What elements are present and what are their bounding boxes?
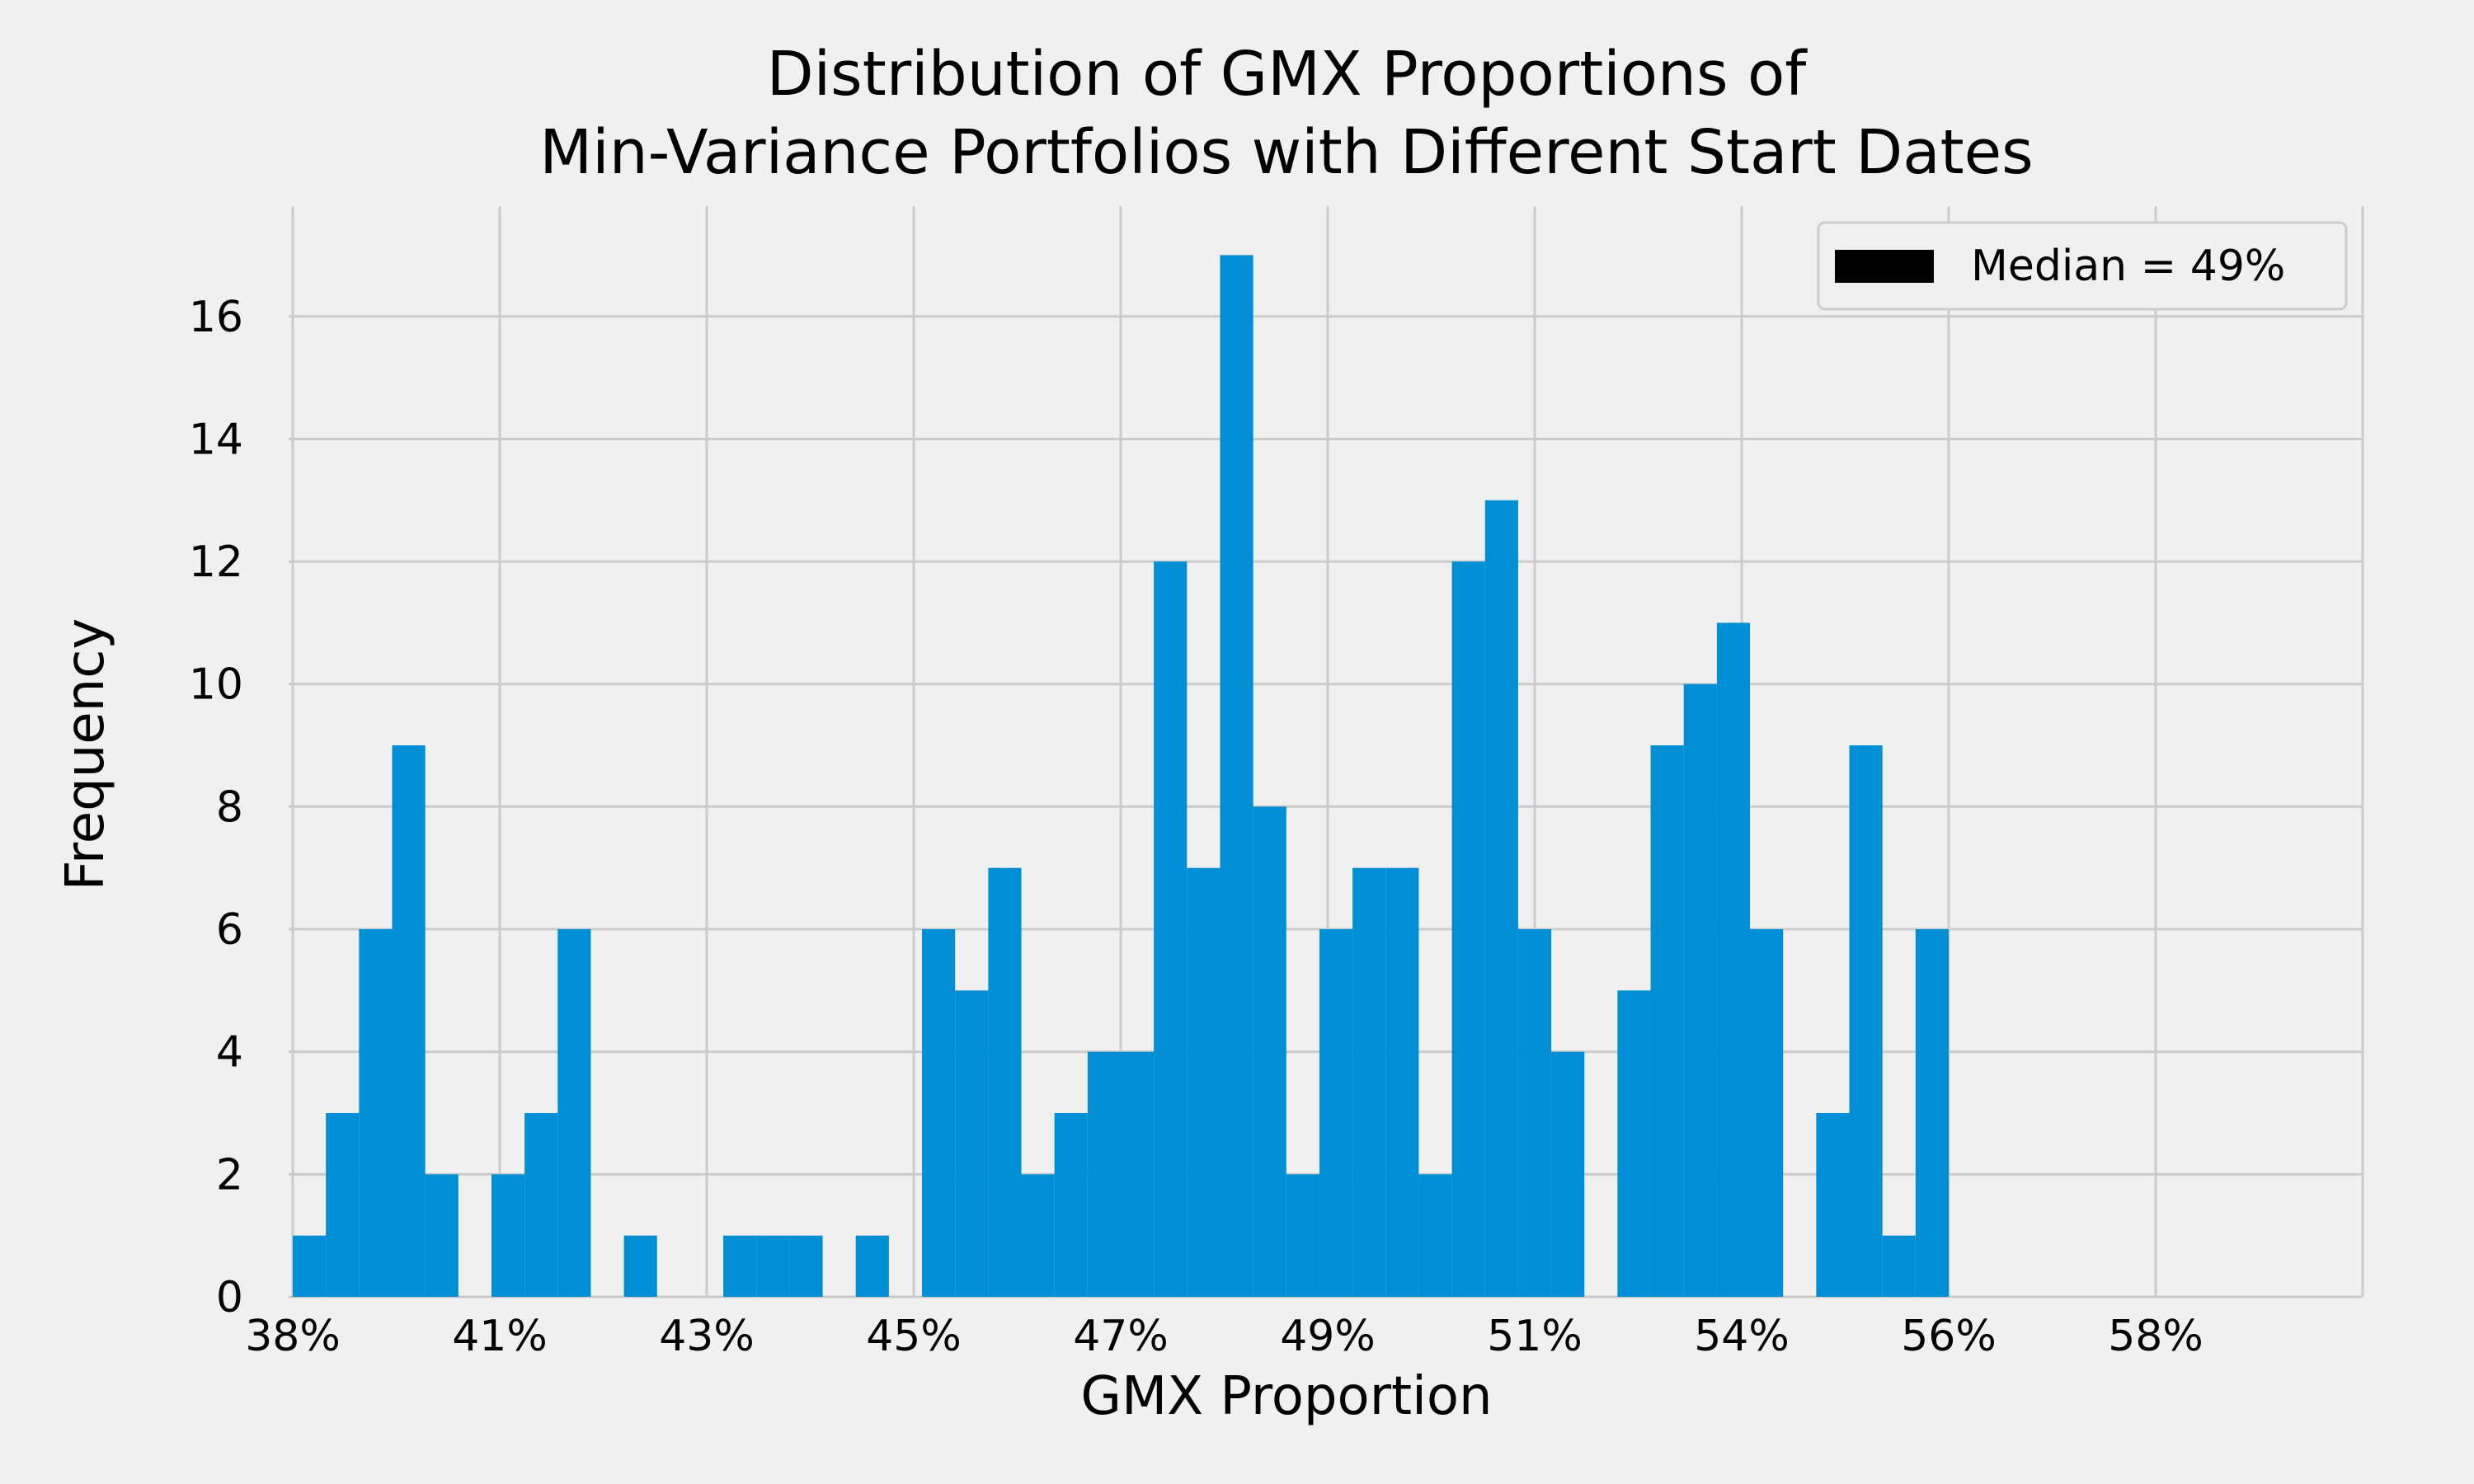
histogram-bar (1021, 1174, 1055, 1297)
histogram-bar (491, 1174, 525, 1297)
chart-title-line-2: Min-Variance Portfolios with Different S… (539, 117, 2033, 188)
x-tick-label: 49% (1280, 1312, 1376, 1361)
histogram-bar (1253, 806, 1286, 1297)
histogram-bar (855, 1235, 889, 1297)
histogram-bar (326, 1113, 360, 1297)
histogram-bar (1154, 561, 1188, 1297)
y-tick-label: 4 (216, 1028, 243, 1078)
histogram-bar (1750, 929, 1784, 1297)
histogram-bar (1484, 500, 1518, 1297)
histogram-bar (1352, 867, 1386, 1297)
histogram-bar (1517, 929, 1552, 1297)
y-tick-label: 0 (216, 1273, 243, 1322)
histogram-bar (922, 929, 956, 1297)
histogram-bars (293, 255, 1949, 1297)
y-tick-label: 16 (189, 293, 243, 342)
legend-box (1817, 221, 2348, 311)
histogram-bar (1915, 929, 1949, 1297)
histogram-bar (1816, 1113, 1850, 1297)
histogram-bar (1187, 867, 1221, 1297)
histogram-bar (623, 1235, 657, 1297)
x-tick-label: 47% (1073, 1312, 1169, 1361)
y-tick-label: 2 (216, 1150, 243, 1200)
y-axis-ticks: 0 2 4 6 8 10 12 14 16 (189, 293, 243, 1322)
x-tick-label: 38% (245, 1312, 341, 1361)
y-tick-label: 12 (189, 538, 243, 587)
legend: Median = 49% (1817, 221, 2348, 311)
legend-swatch (1835, 250, 1934, 283)
x-tick-label: 51% (1487, 1312, 1583, 1361)
histogram-bar (1882, 1235, 1916, 1297)
histogram-bar (1087, 1051, 1121, 1297)
histogram-bar (723, 1235, 757, 1297)
histogram-bar (1716, 622, 1751, 1297)
chart-title-line-1: Distribution of GMX Proportions of (767, 39, 1808, 110)
x-axis-ticks: 38% 41% 43% 45% 47% 49% 51% 54% 56% 58% (245, 1312, 2204, 1361)
histogram-bar (1418, 1174, 1452, 1297)
histogram-bar (1054, 1113, 1088, 1297)
histogram-bar (1286, 1174, 1319, 1297)
legend-label: Median = 49% (1971, 242, 2285, 291)
x-tick-label: 43% (659, 1312, 755, 1361)
x-axis-label: GMX Proportion (1080, 1366, 1492, 1427)
histogram-bar (1617, 990, 1651, 1297)
histogram-bar (392, 745, 426, 1297)
x-tick-label: 58% (2108, 1312, 2204, 1361)
y-tick-label: 10 (189, 660, 243, 710)
y-axis-label: Frequency (55, 618, 116, 891)
histogram-bar (1849, 745, 1883, 1297)
histogram-bar (1319, 929, 1353, 1297)
y-tick-label: 8 (216, 782, 243, 832)
histogram-bar (1385, 867, 1419, 1297)
x-tick-label: 45% (866, 1312, 962, 1361)
histogram-bar (1220, 255, 1253, 1297)
chart-title: Distribution of GMX Proportions of Min-V… (539, 39, 2033, 188)
y-tick-label: 6 (216, 905, 243, 955)
histogram-bar (988, 867, 1022, 1297)
x-tick-label: 54% (1694, 1312, 1790, 1361)
histogram-bar (359, 929, 393, 1297)
histogram-bar (1551, 1051, 1585, 1297)
histogram-bar (1683, 683, 1717, 1297)
histogram-bar (789, 1235, 823, 1297)
histogram-bar (293, 1235, 327, 1297)
histogram-bar (524, 1113, 558, 1297)
histogram-bar (756, 1235, 790, 1297)
histogram-bar (1650, 745, 1684, 1297)
histogram-bar (557, 929, 591, 1297)
histogram-bar (1451, 561, 1485, 1297)
x-tick-label: 41% (452, 1312, 548, 1361)
histogram-bar (955, 990, 989, 1297)
x-tick-label: 56% (1901, 1312, 1997, 1361)
y-tick-label: 14 (189, 415, 243, 464)
histogram-bar (425, 1174, 459, 1297)
histogram-bar (1121, 1051, 1155, 1297)
